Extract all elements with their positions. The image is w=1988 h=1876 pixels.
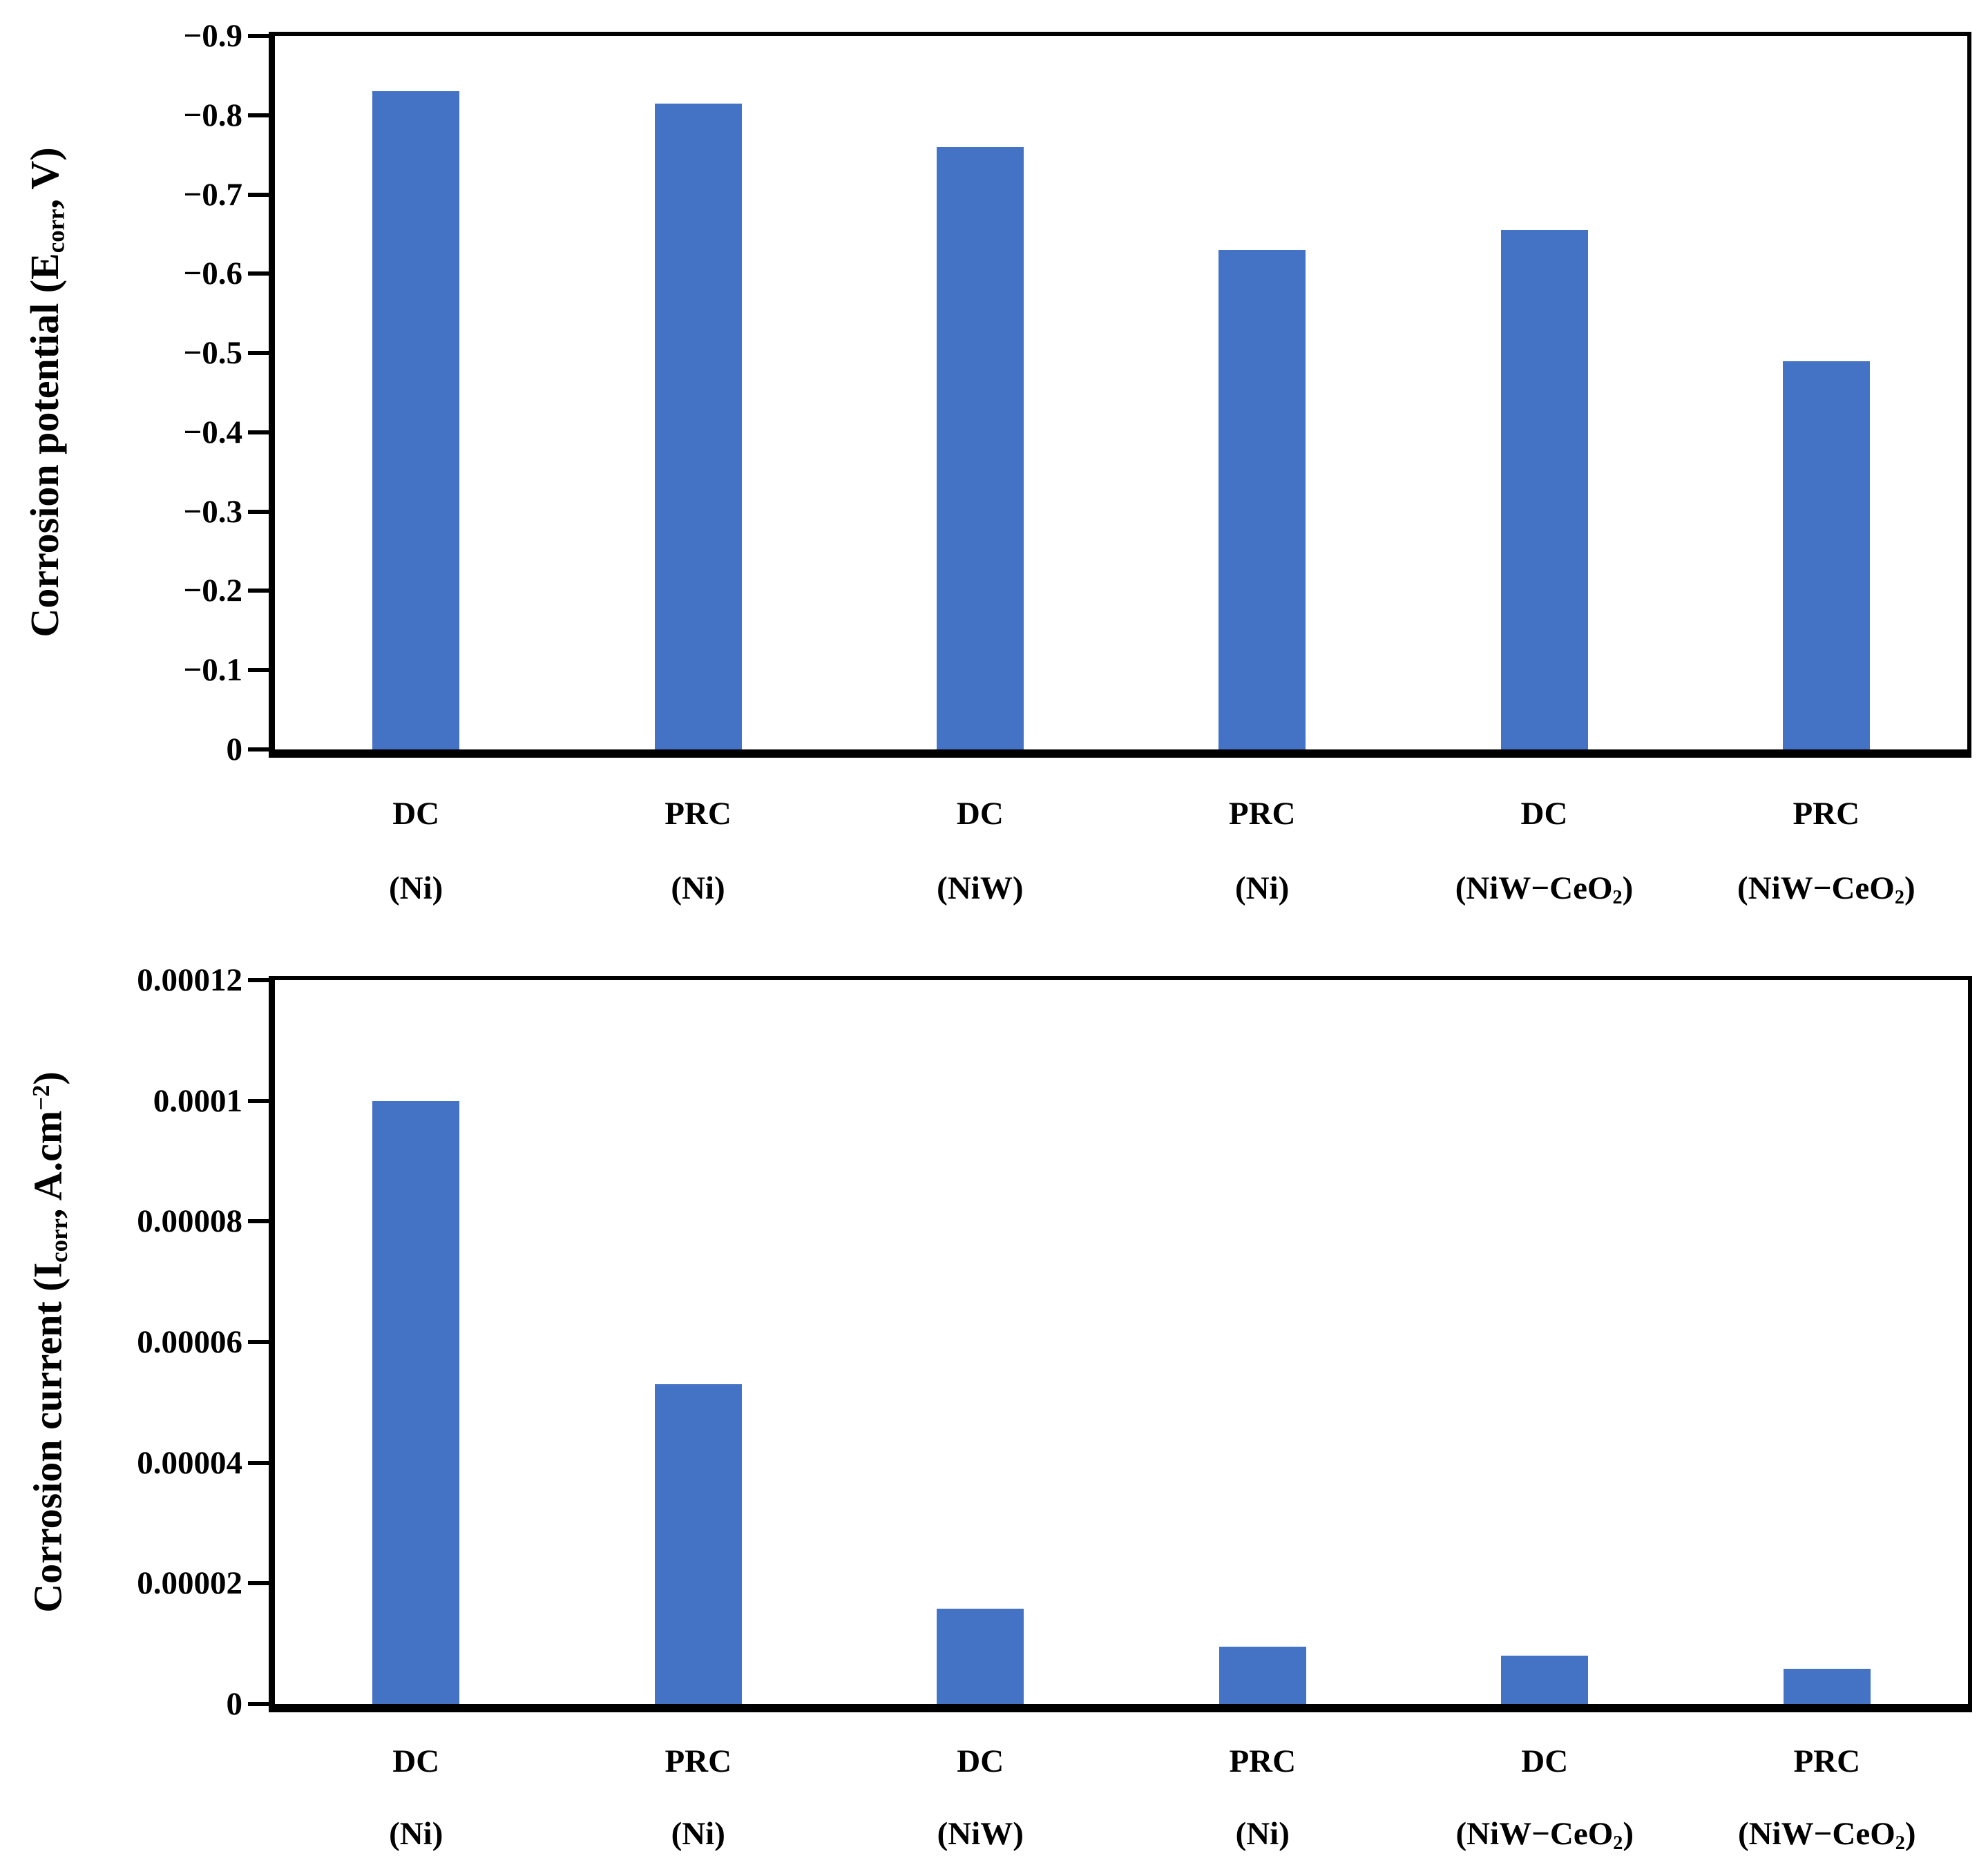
category-label-line2: (NiW): [738, 1810, 1222, 1858]
y-tick-label: 0.00012: [137, 962, 242, 998]
category-label-line2: (Ni): [1021, 1810, 1504, 1858]
y-tick-mark: [248, 113, 269, 117]
y-tick-label: 0.00004: [137, 1444, 242, 1481]
y-tick-mark: [248, 1219, 269, 1224]
category-label-line2: (Ni): [457, 864, 940, 912]
text-run: (Ni): [671, 1816, 725, 1852]
category-label-line1: PRC: [665, 1743, 732, 1779]
bar-prc-ni-: [1218, 1647, 1306, 1704]
y-tick-label: −0.9: [183, 18, 242, 54]
plot-area: [269, 976, 1972, 1712]
category-label-line1: PRC: [1793, 1743, 1861, 1779]
y-tick-mark: [248, 351, 269, 356]
category-label-line1: DC: [1521, 1743, 1569, 1779]
y-tick-label: −0.4: [183, 414, 242, 450]
text-run: (Ni): [671, 870, 725, 906]
category-label-line1: DC: [392, 796, 440, 832]
y-tick-mark: [248, 34, 269, 38]
category-label-line2: (NiW−CeO2): [1303, 864, 1786, 912]
text-run: ): [1904, 1816, 1916, 1852]
category-label-line2: (Ni): [457, 1810, 940, 1858]
text-run: (NiW−CeO: [1455, 1816, 1614, 1852]
y-tick-label: 0: [226, 1686, 243, 1722]
y-tick-mark: [248, 1702, 269, 1706]
y-tick-label: 0.00008: [137, 1203, 242, 1240]
category-label-line2: (Ni): [174, 1810, 658, 1858]
y-tick-mark: [248, 978, 269, 982]
text-run: (Ni): [1235, 870, 1290, 906]
bar-prc-niw-ceo2-: [1783, 1669, 1871, 1704]
text-run: (NiW): [937, 870, 1024, 906]
y-tick-mark: [248, 747, 269, 752]
category-label-line1: PRC: [665, 796, 732, 832]
category-label-line2: (Ni): [174, 864, 658, 912]
category-label-line1: DC: [957, 1743, 1004, 1779]
subscript-text: 2: [1895, 1832, 1905, 1855]
subscript-text: 2: [1613, 1832, 1623, 1855]
text-run: (Ni): [389, 870, 443, 906]
y-tick-mark: [248, 271, 269, 276]
bar-prc-niw-ceo2-: [1782, 361, 1870, 749]
y-tick-label: 0.0001: [153, 1082, 242, 1119]
y-tick-mark: [248, 1098, 269, 1103]
y-tick-label: −0.2: [183, 573, 242, 609]
category-label-line1: DC: [1520, 796, 1568, 832]
bar-dc-niw-ceo2-: [1501, 1656, 1589, 1704]
category-label-line2: (Ni): [1020, 864, 1504, 912]
y-tick-mark: [248, 588, 269, 593]
y-tick-mark: [248, 509, 269, 514]
text-run: (Ni): [389, 1816, 443, 1852]
category-label-line2: (NiW): [738, 864, 1222, 912]
text-run: ): [1623, 1816, 1634, 1852]
category-label-line1: PRC: [1228, 796, 1296, 832]
text-run: (NiW−CeO: [1737, 870, 1895, 906]
bar-prc-ni-: [654, 1384, 742, 1704]
bar-dc-ni-: [372, 91, 460, 749]
bar-dc-ni-: [372, 1100, 460, 1704]
text-run: ): [1622, 870, 1634, 906]
y-tick-mark: [248, 192, 269, 197]
y-tick-label: −0.5: [183, 335, 242, 372]
bar-dc-niw-: [936, 146, 1024, 749]
y-tick-mark: [248, 1581, 269, 1586]
y-tick-label: 0.00006: [137, 1324, 242, 1360]
category-label-line2: (NiW−CeO2): [1585, 1810, 1988, 1858]
bar-dc-niw-ceo2-: [1500, 230, 1588, 749]
text-run: (NiW−CeO: [1455, 870, 1613, 906]
y-tick-mark: [248, 430, 269, 434]
bar-prc-ni-: [1218, 249, 1306, 749]
text-run: (NiW−CeO: [1737, 1816, 1895, 1852]
category-label-line2: (NiW−CeO2): [1303, 1810, 1786, 1858]
bar-prc-ni-: [654, 103, 742, 749]
text-run: ): [1904, 870, 1915, 906]
subscript-text: 2: [1894, 887, 1904, 909]
y-tick-label: −0.1: [183, 652, 242, 689]
category-label-line1: PRC: [1229, 1743, 1297, 1779]
text-run: (NiW): [937, 1816, 1024, 1852]
category-label-line1: PRC: [1793, 796, 1860, 832]
subscript-text: 2: [1612, 887, 1623, 909]
y-tick-mark: [248, 1460, 269, 1465]
y-tick-label: −0.8: [183, 97, 242, 133]
y-tick-label: 0.00002: [137, 1565, 242, 1602]
category-label-line2: (NiW−CeO2): [1585, 864, 1988, 912]
y-tick-mark: [248, 668, 269, 673]
plot-area: [269, 32, 1971, 758]
text-run: (Ni): [1235, 1816, 1290, 1852]
category-label-line1: DC: [392, 1743, 440, 1779]
y-tick-label: −0.3: [183, 493, 242, 530]
y-tick-label: −0.6: [183, 256, 242, 292]
y-tick-label: 0: [226, 731, 243, 767]
y-tick-label: −0.7: [183, 176, 242, 213]
bar-dc-niw-: [937, 1609, 1024, 1704]
y-tick-mark: [248, 1340, 269, 1344]
category-label-line1: DC: [956, 796, 1004, 832]
